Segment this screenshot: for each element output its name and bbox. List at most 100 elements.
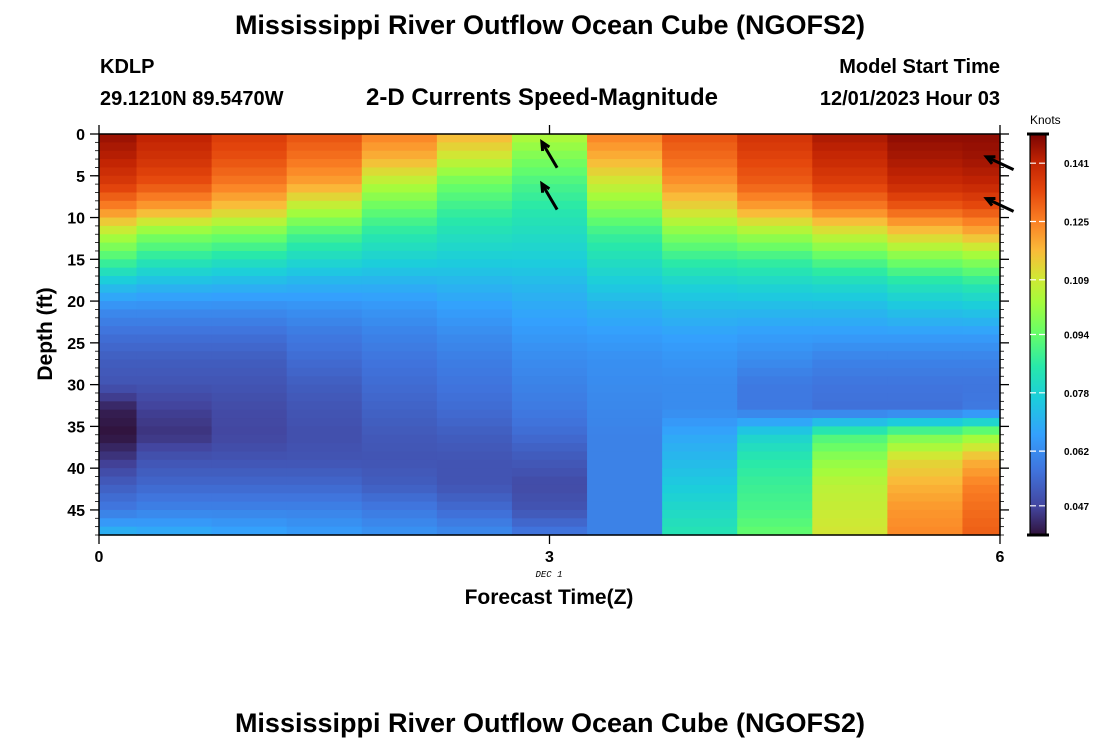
- heatmap-cell: [286, 326, 363, 336]
- heatmap-cell: [361, 451, 438, 461]
- heatmap-cell: [361, 392, 438, 402]
- heatmap-cell: [887, 526, 964, 536]
- heatmap-cell: [211, 392, 288, 402]
- heatmap-cell: [361, 484, 438, 494]
- heatmap-cell: [136, 309, 213, 319]
- heatmap-cell: [136, 476, 213, 486]
- heatmap-cell: [286, 159, 363, 169]
- heatmap-cell: [211, 501, 288, 511]
- heatmap-cell: [662, 209, 738, 219]
- heatmap-cell: [136, 217, 213, 227]
- heatmap-cell: [286, 242, 363, 252]
- heatmap-cell: [587, 192, 663, 202]
- heatmap-cell: [962, 276, 1001, 285]
- heatmap-cell: [587, 384, 663, 394]
- heatmap-cell: [436, 184, 513, 194]
- heatmap-cell: [286, 309, 363, 319]
- station-id: KDLP: [100, 56, 155, 78]
- heatmap-cell: [887, 476, 964, 486]
- heatmap-cell: [511, 493, 588, 503]
- heatmap-cell: [812, 476, 888, 486]
- heatmap-cell: [962, 484, 1001, 494]
- heatmap-cell: [286, 225, 363, 235]
- heatmap-cell: [286, 334, 363, 344]
- heatmap-cell: [962, 409, 1001, 419]
- heatmap-cell: [511, 217, 588, 227]
- heatmap-cell: [136, 501, 213, 511]
- heatmap-cell: [286, 259, 363, 269]
- heatmap-cell: [286, 476, 363, 486]
- heatmap-cell: [511, 309, 588, 319]
- heatmap-cell: [511, 351, 588, 361]
- heatmap-cell: [511, 142, 588, 152]
- heatmap-cell: [136, 392, 213, 402]
- heatmap-cell: [211, 418, 288, 427]
- heatmap-cell: [962, 267, 1001, 277]
- heatmap-cell: [737, 451, 813, 461]
- heatmap-cell: [286, 167, 363, 177]
- heatmap-cell: [136, 409, 213, 419]
- heatmap-cell: [99, 301, 138, 311]
- heatmap-cell: [587, 200, 663, 210]
- heatmap-cell: [361, 443, 438, 453]
- heatmap-cell: [99, 192, 138, 202]
- y-tick-label: 25: [67, 336, 85, 353]
- heatmap-cell: [211, 359, 288, 369]
- heatmap-cell: [436, 384, 513, 394]
- heatmap-cell: [737, 418, 813, 427]
- heatmap-cell: [511, 209, 588, 219]
- heatmap-cell: [737, 367, 813, 377]
- heatmap-cell: [662, 192, 738, 202]
- heatmap-cell: [99, 167, 138, 177]
- heatmap-cell: [511, 159, 588, 169]
- heatmap-cell: [962, 451, 1001, 461]
- heatmap-cell: [962, 250, 1001, 260]
- heatmap-cell: [887, 250, 964, 260]
- heatmap-cell: [211, 250, 288, 260]
- heatmap-cell: [99, 359, 138, 369]
- heatmap-cell: [737, 292, 813, 302]
- heatmap-cell: [887, 234, 964, 244]
- heatmap-cell: [99, 159, 138, 169]
- heatmap-cell: [99, 459, 138, 469]
- heatmap-cell: [136, 493, 213, 503]
- heatmap-cell: [887, 493, 964, 503]
- heatmap-cell: [99, 242, 138, 252]
- heatmap-cell: [211, 326, 288, 336]
- heatmap-cell: [812, 317, 888, 327]
- heatmap-cell: [511, 418, 588, 427]
- heatmap-cell: [361, 309, 438, 319]
- heatmap-cell: [962, 418, 1001, 427]
- heatmap-cell: [361, 250, 438, 260]
- heatmap-cell: [211, 175, 288, 185]
- heatmap-cell: [962, 200, 1001, 210]
- model-start-value: 12/01/2023 Hour 03: [819, 88, 1000, 110]
- heatmap-cell: [286, 359, 363, 369]
- heatmap-cell: [436, 392, 513, 402]
- heatmap-cell: [136, 234, 213, 244]
- heatmap-cell: [737, 426, 813, 436]
- heatmap-cell: [211, 459, 288, 469]
- heatmap-cell: [361, 418, 438, 427]
- heatmap-cell: [99, 317, 138, 327]
- heatmap-cell: [812, 225, 888, 235]
- heatmap-cell: [286, 192, 363, 202]
- heatmap-cell: [962, 509, 1001, 519]
- heatmap-cell: [587, 284, 663, 294]
- heatmap-cell: [136, 209, 213, 219]
- heatmap-cell: [286, 526, 363, 536]
- current-vector-arrow: [983, 155, 1015, 171]
- heatmap-cell: [662, 392, 738, 402]
- heatmap-cell: [286, 209, 363, 219]
- heatmap-cell: [361, 150, 438, 160]
- heatmap-cell: [812, 426, 888, 436]
- heatmap-cell: [436, 334, 513, 344]
- heatmap-cell: [211, 526, 288, 536]
- heatmap-cell: [662, 509, 738, 519]
- heatmap-cell: [211, 267, 288, 277]
- heatmap-cell: [662, 301, 738, 311]
- heatmap-cell: [99, 276, 138, 285]
- heatmap-cell: [587, 518, 663, 528]
- heatmap-cell: [887, 484, 964, 494]
